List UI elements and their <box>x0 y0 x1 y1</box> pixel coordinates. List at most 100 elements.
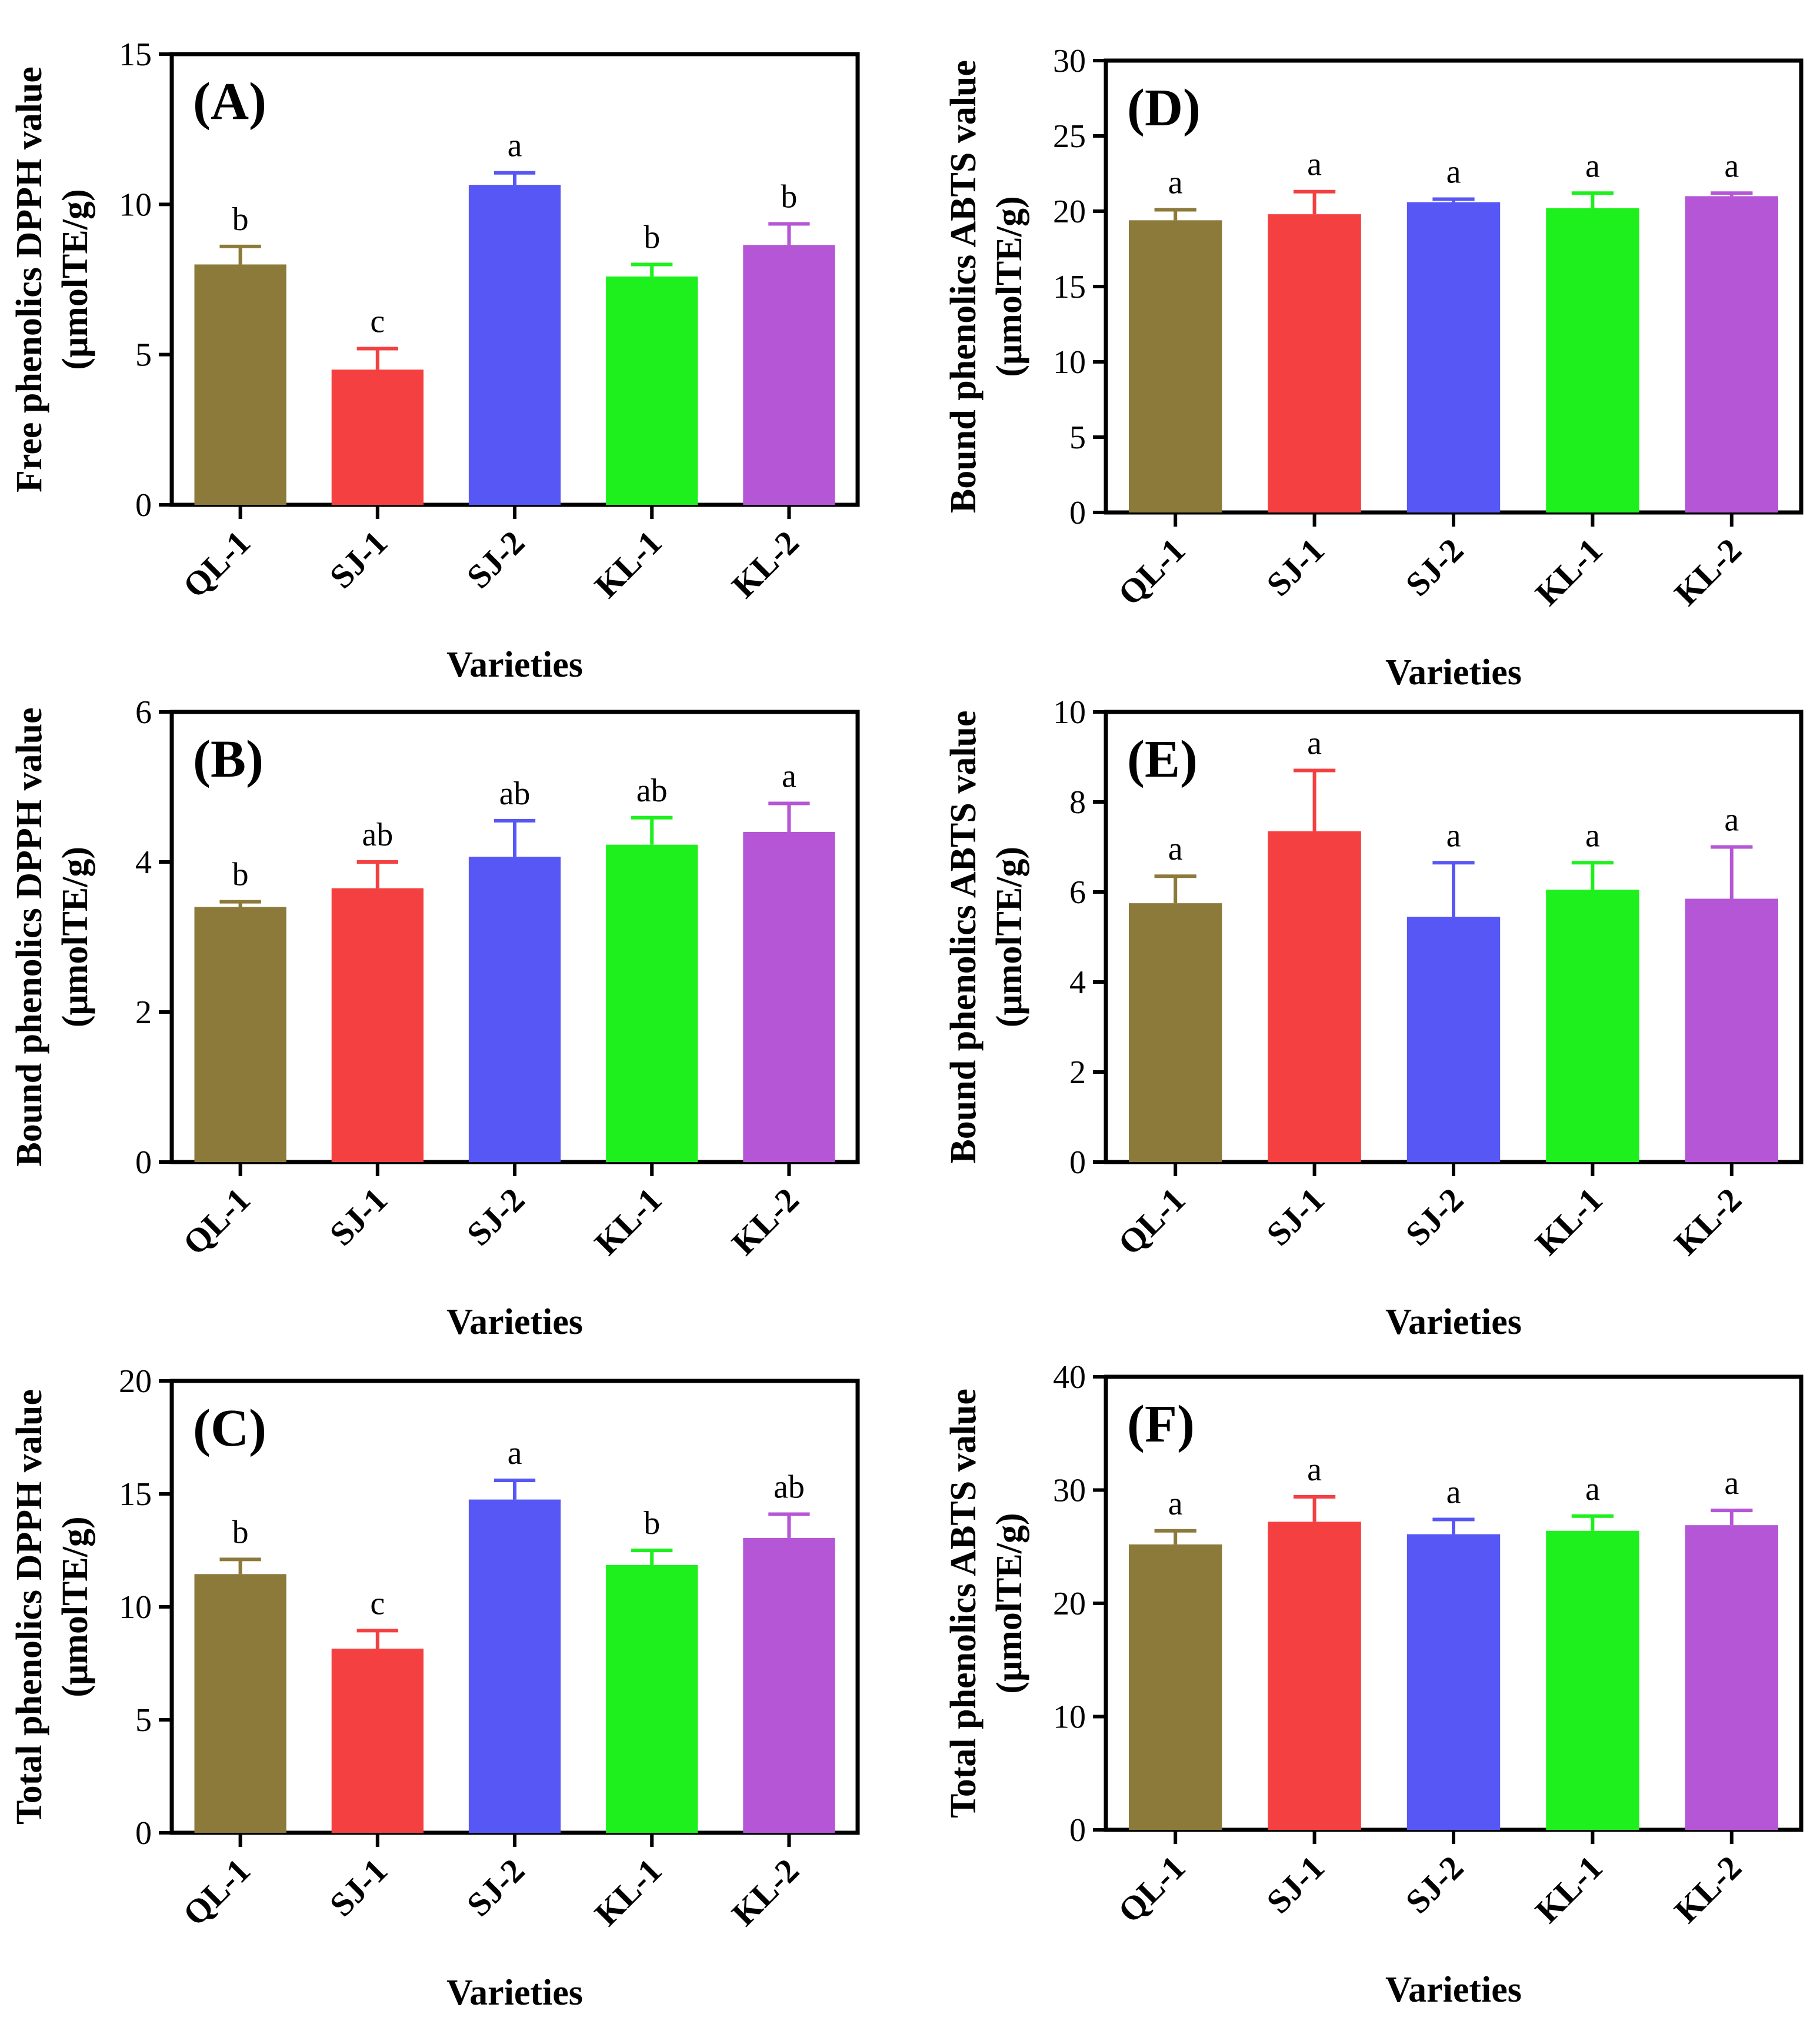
y-tick-label-d-4: 20 <box>1053 194 1086 230</box>
significance-label-a-3: b <box>644 219 660 255</box>
y-tick-label-b-1: 2 <box>135 994 152 1031</box>
bar-c-kl-1 <box>606 1564 698 1833</box>
y-axis-unit-f: (μmolTE/g) <box>989 1513 1029 1693</box>
significance-label-b-4: a <box>782 758 796 795</box>
y-tick-label-a-0: 0 <box>135 487 152 524</box>
bar-f-sj-1 <box>1268 1522 1361 1830</box>
category-label-b-1: SJ-1 <box>322 1180 395 1253</box>
significance-label-e-4: a <box>1724 802 1739 838</box>
significance-label-a-4: b <box>781 179 797 215</box>
bar-b-kl-1 <box>606 844 698 1162</box>
y-axis-unit-c: (μmolTE/g) <box>55 1516 95 1697</box>
significance-label-d-2: a <box>1446 154 1461 191</box>
significance-label-a-1: c <box>370 303 385 339</box>
category-label-d-4: KL-2 <box>1667 531 1749 612</box>
bar-e-sj-1 <box>1268 831 1361 1162</box>
y-tick-label-e-5: 10 <box>1053 694 1086 731</box>
bar-a-kl-1 <box>606 276 698 505</box>
bar-b-sj-2 <box>468 857 561 1162</box>
y-tick-label-c-4: 20 <box>119 1363 152 1400</box>
y-tick-label-d-6: 30 <box>1053 43 1086 79</box>
significance-label-c-0: b <box>232 1514 249 1550</box>
y-tick-label-f-2: 20 <box>1053 1586 1086 1622</box>
x-axis-title-c: Varieties <box>446 1973 583 2013</box>
y-axis-title-b: Bound phenolics DPPH value <box>9 707 49 1166</box>
y-tick-label-d-0: 0 <box>1069 495 1086 531</box>
category-label-d-1: SJ-1 <box>1259 531 1331 603</box>
significance-label-a-2: a <box>508 128 522 164</box>
chart-panel-b: 0 2 4 6 b QL-1 ab SJ-1 ab SJ-2 ab KL-1 a KL-2 (B) Varie… <box>9 694 860 1342</box>
y-axis-title-a: Free phenolics DPPH value <box>9 66 49 492</box>
y-axis-unit-d: (μmolTE/g) <box>989 196 1029 377</box>
bar-f-kl-2 <box>1685 1525 1778 1830</box>
category-label-d-2: SJ-2 <box>1398 531 1471 603</box>
category-label-e-0: QL-1 <box>1111 1180 1192 1262</box>
chart-panel-d: 0 5 10 15 20 25 30 a QL-1 a SJ-1 a SJ-2 a KL-1 a KL-2 (D)… <box>944 43 1804 693</box>
y-axis-unit-b: (μmolTE/g) <box>55 847 95 1027</box>
chart-panel-c: 0 5 10 15 20 b QL-1 c SJ-1 a SJ-2 b KL-1 ab KL-2 (C) Var… <box>9 1363 860 2013</box>
significance-label-b-0: b <box>232 857 249 893</box>
bar-e-kl-2 <box>1685 898 1778 1162</box>
significance-label-b-1: ab <box>362 817 393 853</box>
chart-panel-e: 0 2 4 6 8 10 a QL-1 a SJ-1 a SJ-2 a KL-1 a KL-2 (E) Varie… <box>944 694 1804 1342</box>
panel-label-b: (B) <box>193 730 264 788</box>
category-label-b-2: SJ-2 <box>459 1180 532 1253</box>
bar-e-sj-2 <box>1406 917 1501 1162</box>
category-label-c-2: SJ-2 <box>459 1851 532 1923</box>
significance-label-d-4: a <box>1724 148 1739 184</box>
x-axis-title-d: Varieties <box>1385 653 1522 693</box>
significance-label-a-0: b <box>232 201 249 238</box>
y-tick-label-e-4: 8 <box>1069 784 1086 821</box>
bar-d-kl-2 <box>1685 196 1778 512</box>
significance-label-e-3: a <box>1585 817 1600 854</box>
bar-d-sj-2 <box>1406 202 1501 512</box>
bar-f-sj-2 <box>1406 1534 1501 1830</box>
y-axis-title-f: Total phenolics ABTS value <box>944 1389 984 1818</box>
bar-f-kl-1 <box>1546 1530 1639 1830</box>
bar-f-ql-1 <box>1129 1544 1222 1830</box>
x-axis-title-e: Varieties <box>1385 1302 1522 1342</box>
significance-label-b-2: ab <box>499 775 531 812</box>
y-tick-label-f-3: 30 <box>1053 1473 1086 1509</box>
bar-c-kl-2 <box>743 1537 835 1833</box>
y-tick-label-a-3: 15 <box>119 36 152 73</box>
significance-label-e-0: a <box>1168 831 1183 867</box>
category-label-c-4: KL-2 <box>724 1851 806 1933</box>
significance-label-f-4: a <box>1724 1465 1739 1502</box>
y-tick-label-d-2: 10 <box>1053 344 1086 381</box>
bar-a-sj-1 <box>331 369 424 505</box>
chart-panel-a: 0 5 10 15 b QL-1 c SJ-1 a SJ-2 b KL-1 b KL-2 (A) Variet… <box>9 36 860 685</box>
y-tick-label-c-3: 15 <box>119 1476 152 1513</box>
significance-label-e-1: a <box>1307 725 1322 761</box>
category-label-b-4: KL-2 <box>724 1180 806 1262</box>
category-label-f-2: SJ-2 <box>1398 1848 1471 1920</box>
panel-label-c: (C) <box>193 1399 266 1457</box>
y-tick-label-e-3: 6 <box>1069 874 1086 911</box>
bar-d-ql-1 <box>1129 220 1222 512</box>
y-axis-unit-a: (μmolTE/g) <box>55 189 95 369</box>
bar-c-ql-1 <box>194 1574 286 1833</box>
significance-label-d-1: a <box>1307 147 1322 183</box>
y-tick-label-c-0: 0 <box>135 1815 152 1852</box>
bar-e-ql-1 <box>1129 903 1222 1162</box>
category-label-e-2: SJ-2 <box>1398 1180 1471 1253</box>
y-tick-label-a-2: 10 <box>119 187 152 223</box>
y-tick-label-f-4: 40 <box>1053 1359 1086 1396</box>
significance-label-c-3: b <box>644 1505 660 1542</box>
panel-label-a: (A) <box>193 72 266 131</box>
y-tick-label-d-5: 25 <box>1053 118 1086 155</box>
y-tick-label-e-2: 4 <box>1069 964 1086 1001</box>
category-label-a-3: KL-1 <box>587 523 669 605</box>
category-label-f-1: SJ-1 <box>1259 1848 1331 1920</box>
significance-label-c-4: ab <box>774 1469 805 1506</box>
y-axis-title-d: Bound phenolics ABTS value <box>944 60 984 513</box>
significance-label-d-3: a <box>1585 148 1600 184</box>
significance-label-d-0: a <box>1168 164 1183 201</box>
y-tick-label-e-0: 0 <box>1069 1144 1086 1181</box>
bar-b-kl-2 <box>743 832 835 1162</box>
bar-e-kl-1 <box>1546 890 1639 1162</box>
panel-label-e: (E) <box>1127 730 1198 788</box>
bar-b-sj-1 <box>331 888 424 1162</box>
y-axis-title-e: Bound phenolics ABTS value <box>944 710 984 1163</box>
